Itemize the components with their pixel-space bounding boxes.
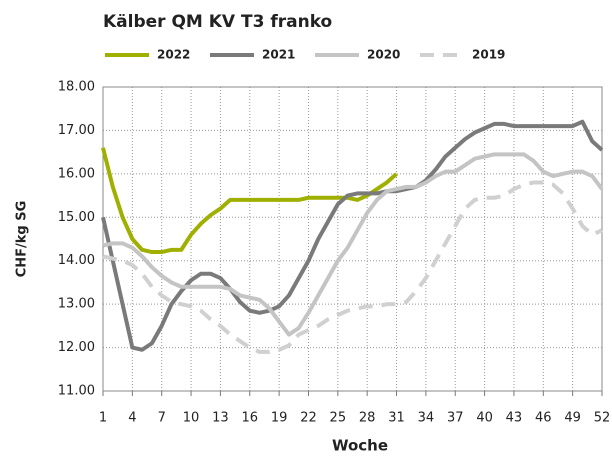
y-axis-label: CHF/kg SG	[15, 201, 30, 278]
x-tick-label: 43	[506, 411, 523, 426]
y-tick-label: 12.00	[58, 340, 95, 355]
y-tick-label: 13.00	[58, 297, 95, 312]
y-tick-label: 17.00	[58, 123, 95, 138]
y-tick-label: 16.00	[58, 166, 95, 181]
legend-label: 2020	[367, 48, 400, 62]
x-tick-label: 4	[128, 411, 136, 426]
y-tick-label: 15.00	[58, 210, 95, 225]
x-tick-label: 16	[241, 411, 258, 426]
x-tick-label: 46	[535, 411, 552, 426]
y-tick-label: 14.00	[58, 253, 95, 268]
x-tick-label: 37	[447, 411, 464, 426]
x-axis-label: Woche	[332, 437, 388, 455]
x-tick-label: 19	[271, 411, 288, 426]
y-tick-label: 11.00	[58, 384, 95, 399]
x-tick-label: 13	[212, 411, 229, 426]
x-tick-label: 49	[564, 411, 581, 426]
x-tick-label: 52	[594, 411, 611, 426]
x-tick-label: 1	[99, 411, 107, 426]
x-tick-label: 25	[330, 411, 347, 426]
x-tick-label: 7	[158, 411, 166, 426]
plot-frame	[102, 86, 603, 392]
legend-label: 2019	[472, 48, 505, 62]
x-tick-label: 40	[476, 411, 493, 426]
x-tick-label: 28	[359, 411, 376, 426]
x-tick-label: 22	[300, 411, 317, 426]
y-tick-label: 18.00	[58, 80, 95, 95]
chart-title: Kälber QM KV T3 franko	[103, 12, 332, 32]
legend-label: 2022	[157, 48, 190, 62]
x-tick-label: 34	[418, 411, 435, 426]
x-tick-label: 31	[388, 411, 405, 426]
series-line	[102, 152, 604, 337]
legend-label: 2021	[262, 48, 295, 62]
series-line	[102, 180, 603, 354]
x-tick-label: 10	[183, 411, 200, 426]
